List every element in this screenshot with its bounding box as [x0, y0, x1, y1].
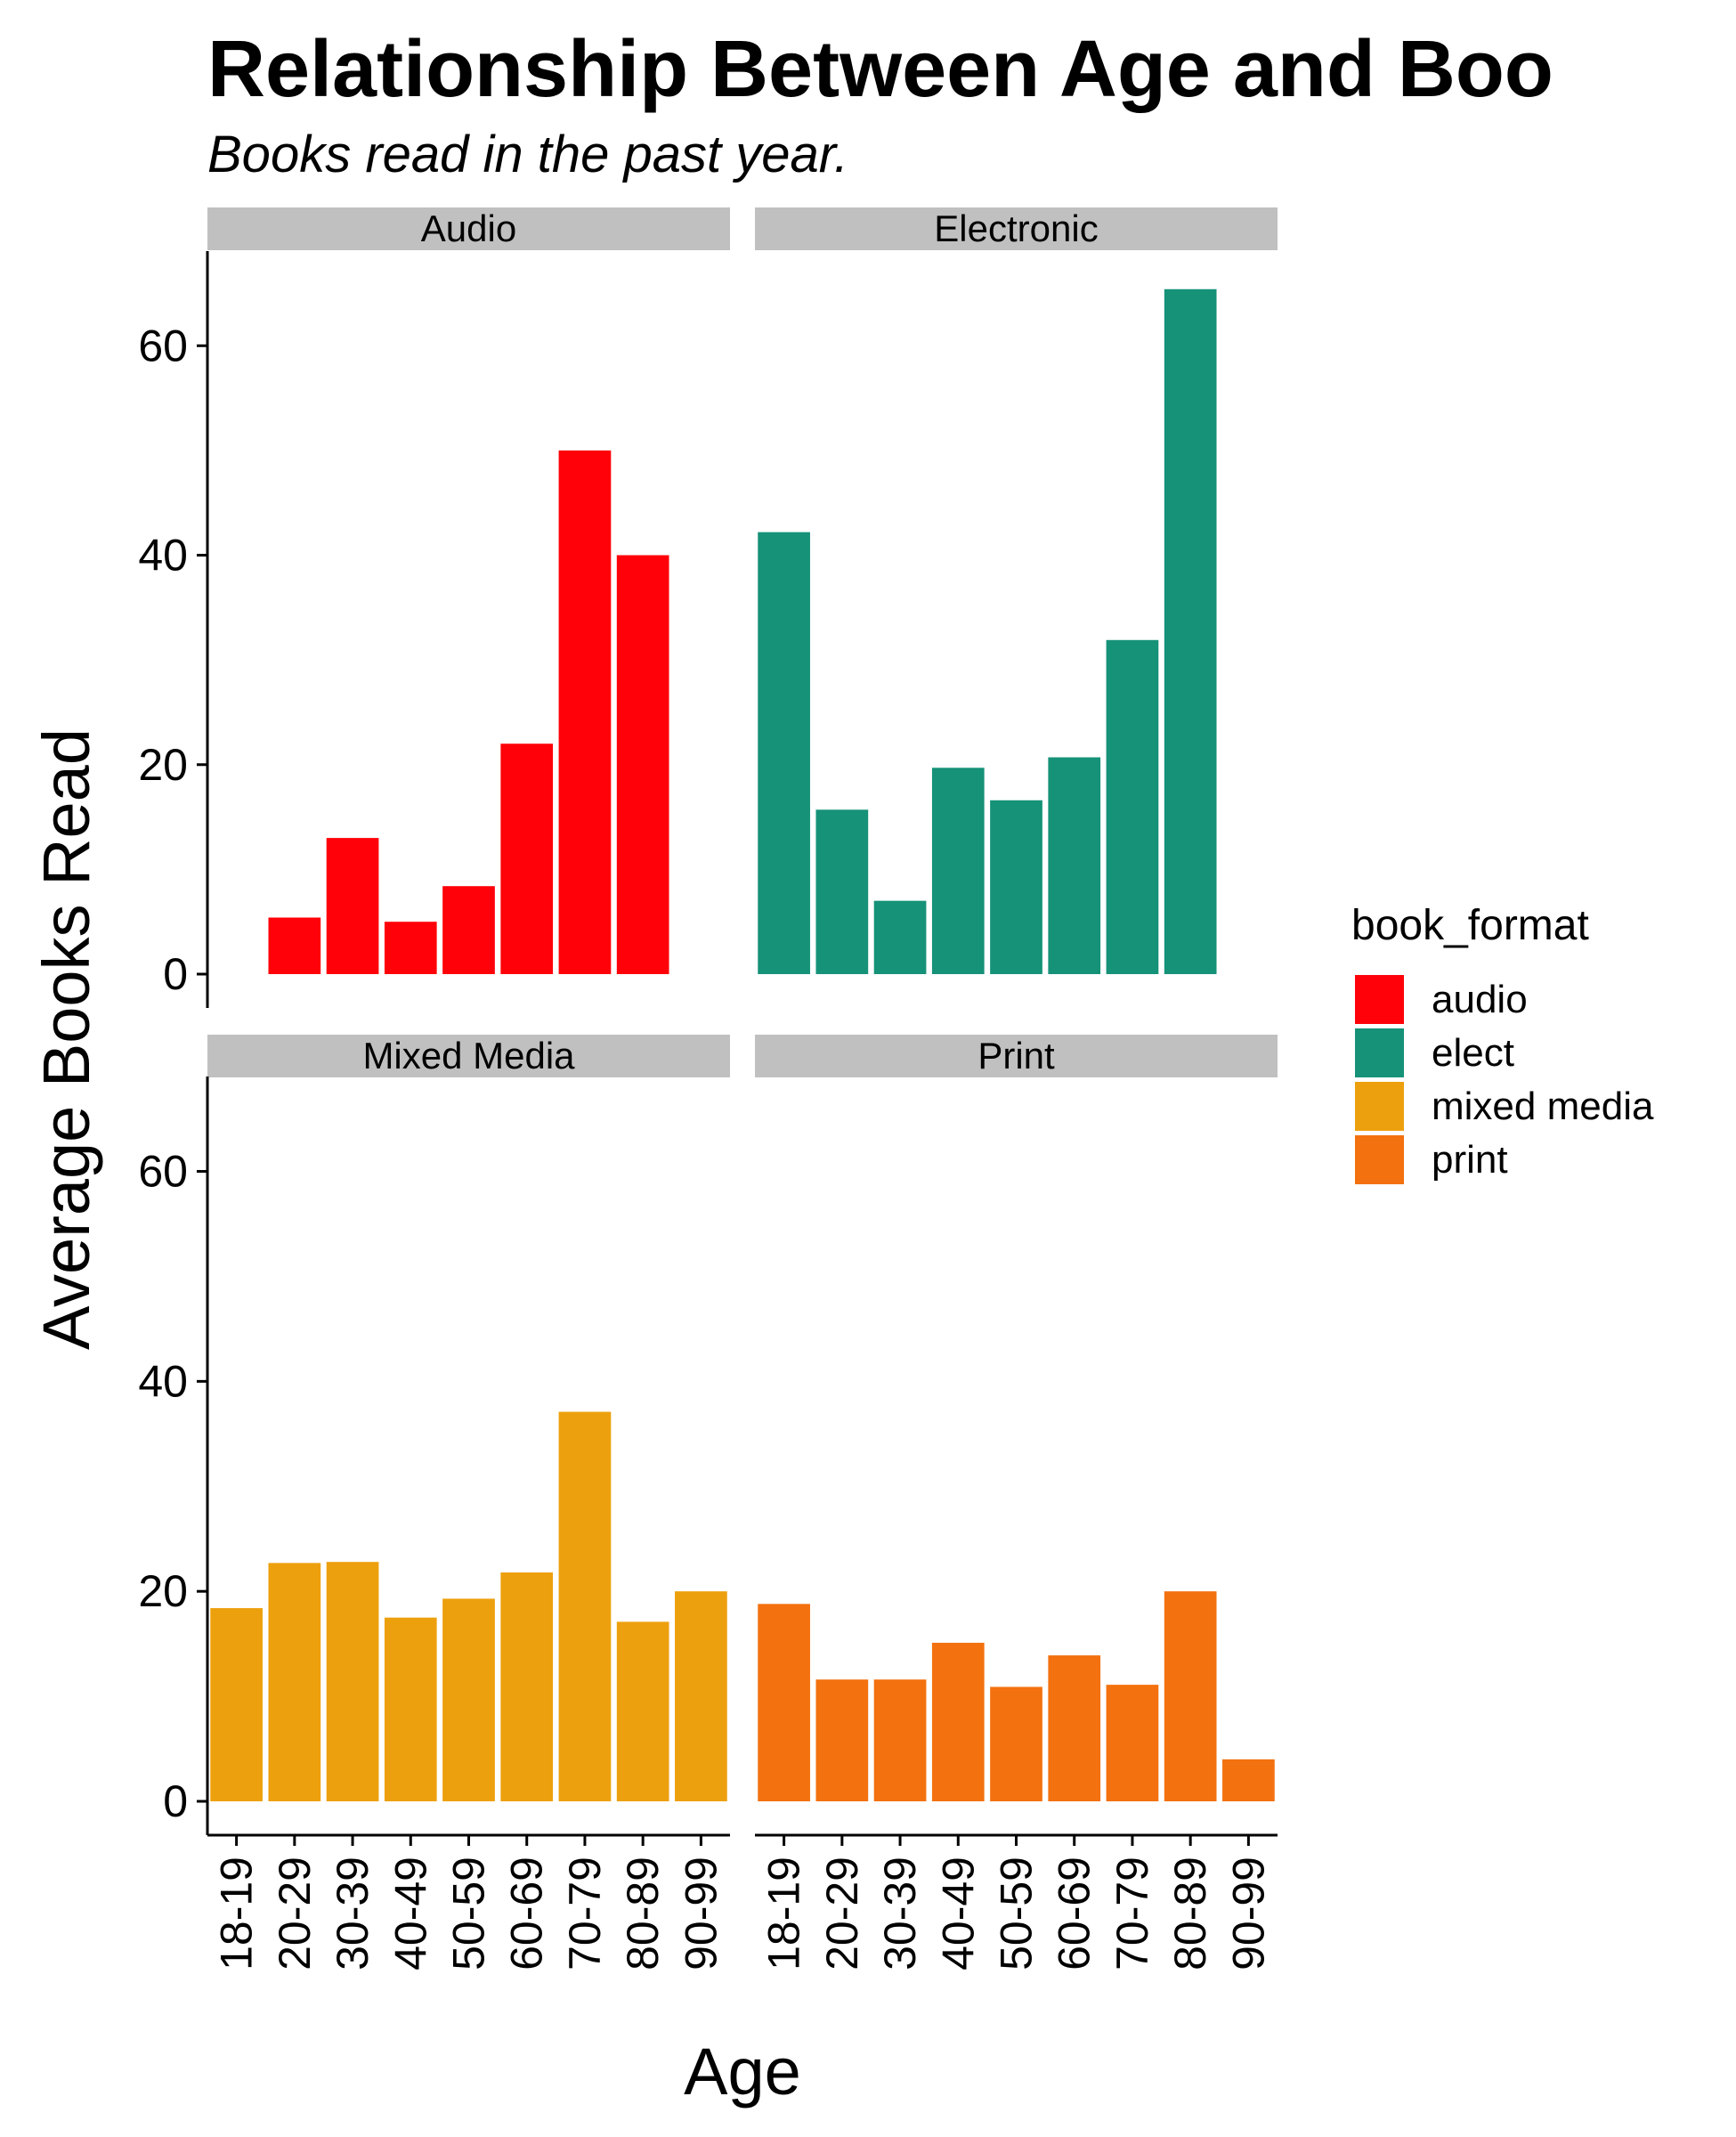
bar-electronic-30-39	[873, 900, 927, 974]
legend-title: book_format	[1351, 902, 1589, 949]
legend: book_format audio elect mixed media print	[1351, 902, 1654, 1184]
y-tick-label-mixed-media-40: 40	[138, 1356, 188, 1406]
x-tick-label-print-30-39: 30-39	[875, 1857, 925, 1970]
bar-mixed-media-60-69	[500, 1572, 554, 1801]
x-tick-label-print-90-99: 90-99	[1223, 1857, 1273, 1970]
x-tick-label-mixed-media-90-99: 90-99	[676, 1857, 726, 1970]
facet-print: Print 18-19 20-29 30-39 40-49 50-59 60-69 70-79…	[755, 1035, 1278, 1970]
x-tick-label-print-18-19: 18-19	[759, 1857, 809, 1970]
bar-mixed-media-40-49	[384, 1617, 437, 1801]
bar-audio-80-89	[616, 555, 669, 974]
facet-mixed-media: Mixed Media 0 20 40 60 18-19 20-29 30-39 40-49 50…	[138, 1035, 730, 1970]
bar-print-50-59	[990, 1686, 1042, 1801]
facet-strip-label-audio: Audio	[421, 207, 516, 249]
bar-mixed-media-30-39	[326, 1562, 379, 1801]
facet-strip-label-electronic: Electronic	[934, 207, 1098, 249]
legend-swatch-print	[1355, 1135, 1404, 1184]
legend-label-audio: audio	[1432, 978, 1528, 1021]
facet-strip-audio	[207, 207, 730, 250]
x-tick-label-mixed-media-20-29: 20-29	[270, 1857, 320, 1970]
bar-audio-70-79	[558, 450, 612, 974]
y-axis-title: Average Books Read	[29, 728, 103, 1350]
bar-mixed-media-18-19	[210, 1608, 263, 1801]
x-tick-label-print-20-29: 20-29	[817, 1857, 867, 1970]
legend-swatch-audio	[1355, 975, 1404, 1024]
y-tick-label-mixed-media-20: 20	[138, 1566, 188, 1616]
x-axis-title: Age	[684, 2035, 801, 2109]
bar-print-18-19	[758, 1604, 810, 1801]
x-tick-label-mixed-media-80-89: 80-89	[618, 1857, 668, 1970]
bar-audio-20-29	[268, 917, 321, 974]
x-tick-label-mixed-media-50-59: 50-59	[444, 1857, 494, 1970]
bar-print-30-39	[873, 1679, 927, 1801]
bar-mixed-media-50-59	[442, 1598, 495, 1801]
x-tick-label-print-60-69: 60-69	[1050, 1857, 1099, 1970]
bar-electronic-80-89	[1164, 288, 1217, 974]
bar-audio-60-69	[500, 743, 554, 974]
bar-print-90-99	[1222, 1759, 1275, 1801]
x-tick-label-print-70-79: 70-79	[1107, 1857, 1157, 1970]
bar-print-20-29	[815, 1679, 869, 1801]
bar-audio-40-49	[384, 922, 437, 974]
y-tick-label-audio-0: 0	[163, 949, 188, 999]
y-tick-label-audio-40: 40	[138, 531, 188, 581]
facet-strip-print	[755, 1035, 1278, 1077]
legend-label-print: print	[1432, 1138, 1508, 1182]
bar-electronic-40-49	[931, 768, 985, 974]
x-tick-label-mixed-media-18-19: 18-19	[212, 1857, 262, 1970]
facet-panels: Audio 0 20 40 60 Electronic Mixed Media 0 20 40 60…	[138, 207, 1278, 1970]
y-tick-label-mixed-media-0: 0	[163, 1776, 188, 1826]
facet-strip-electronic	[755, 207, 1278, 250]
legend-label-mixed-media: mixed media	[1432, 1085, 1654, 1128]
facet-strip-label-print: Print	[978, 1035, 1055, 1077]
bar-mixed-media-20-29	[268, 1563, 321, 1801]
facet-strip-label-mixed-media: Mixed Media	[362, 1035, 575, 1077]
bar-print-60-69	[1048, 1655, 1101, 1801]
bar-print-80-89	[1164, 1591, 1217, 1801]
bar-electronic-18-19	[758, 532, 810, 974]
bar-mixed-media-80-89	[616, 1621, 669, 1801]
y-tick-label-mixed-media-60: 60	[138, 1147, 188, 1197]
bar-print-70-79	[1106, 1685, 1159, 1801]
x-tick-label-mixed-media-30-39: 30-39	[328, 1857, 377, 1970]
bar-audio-50-59	[442, 886, 495, 974]
facet-audio: Audio 0 20 40 60	[138, 207, 730, 1008]
bar-electronic-50-59	[990, 800, 1042, 974]
bar-print-40-49	[931, 1642, 985, 1801]
facet-electronic: Electronic	[755, 207, 1278, 974]
x-tick-label-print-40-49: 40-49	[933, 1857, 983, 1970]
y-tick-label-audio-60: 60	[138, 321, 188, 370]
x-tick-label-mixed-media-60-69: 60-69	[502, 1857, 552, 1970]
legend-label-elect: elect	[1432, 1031, 1514, 1075]
chart-title: Relationship Between Age and Boo	[207, 25, 1553, 114]
x-tick-label-print-50-59: 50-59	[992, 1857, 1042, 1970]
chart-subtitle: Books read in the past year.	[207, 126, 848, 183]
bar-audio-30-39	[326, 838, 379, 974]
bar-mixed-media-70-79	[558, 1411, 612, 1801]
legend-swatch-elect	[1355, 1028, 1404, 1077]
y-tick-label-audio-20: 20	[138, 740, 188, 790]
x-tick-label-print-80-89: 80-89	[1165, 1857, 1215, 1970]
facet-strip-mixed-media	[207, 1035, 730, 1077]
x-tick-label-mixed-media-40-49: 40-49	[385, 1857, 435, 1970]
bar-electronic-60-69	[1048, 757, 1101, 974]
bar-electronic-70-79	[1106, 639, 1159, 974]
x-tick-label-mixed-media-70-79: 70-79	[560, 1857, 610, 1970]
legend-swatch-mixed-media	[1355, 1082, 1404, 1131]
bar-mixed-media-90-99	[675, 1591, 727, 1801]
bar-electronic-20-29	[815, 809, 869, 974]
